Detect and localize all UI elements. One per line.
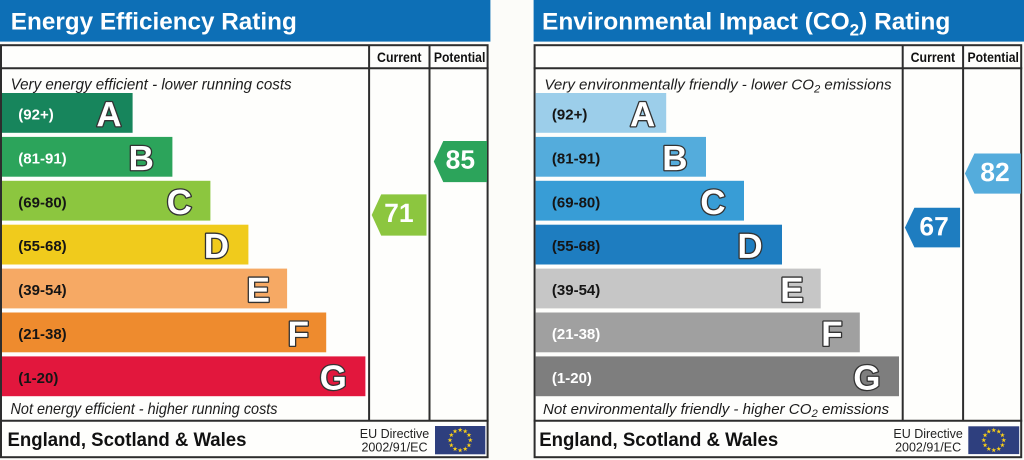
svg-text:Potential: Potential	[434, 50, 486, 65]
svg-text:Potential: Potential	[967, 50, 1019, 65]
svg-text:Environmental Impact (CO2) Rat: Environmental Impact (CO2) Rating	[542, 9, 950, 40]
svg-text:Very environmentally friendly: Very environmentally friendly - lower CO…	[544, 76, 892, 95]
svg-text:(21-38): (21-38)	[552, 326, 600, 343]
svg-text:(55-68): (55-68)	[18, 238, 66, 255]
svg-text:(55-68): (55-68)	[552, 238, 600, 255]
svg-text:2002/91/EC: 2002/91/EC	[361, 441, 427, 455]
svg-text:(81-91): (81-91)	[18, 150, 66, 167]
svg-text:(69-80): (69-80)	[18, 194, 66, 211]
svg-text:EU Directive: EU Directive	[893, 427, 963, 441]
svg-text:Not environmentally friendly -: Not environmentally friendly - higher CO…	[543, 401, 890, 420]
svg-text:(21-38): (21-38)	[18, 326, 66, 343]
svg-text:(92+): (92+)	[552, 107, 587, 124]
svg-text:(1-20): (1-20)	[552, 370, 592, 387]
svg-text:Current: Current	[911, 50, 956, 65]
svg-text:Very energy efficient - lower: Very energy efficient - lower running co…	[11, 76, 292, 93]
svg-text:(81-91): (81-91)	[552, 150, 600, 167]
svg-text:2002/91/EC: 2002/91/EC	[895, 441, 961, 455]
svg-text:(39-54): (39-54)	[552, 282, 600, 299]
svg-text:EU Directive: EU Directive	[360, 427, 430, 441]
svg-text:(39-54): (39-54)	[18, 282, 66, 299]
svg-text:Not energy efficient - higher: Not energy efficient - higher running co…	[11, 401, 278, 418]
svg-text:(92+): (92+)	[18, 107, 53, 124]
svg-text:England, Scotland & Wales: England, Scotland & Wales	[8, 430, 247, 451]
svg-text:(69-80): (69-80)	[552, 194, 600, 211]
svg-text:(1-20): (1-20)	[18, 370, 58, 387]
svg-text:Energy Efficiency Rating: Energy Efficiency Rating	[11, 9, 297, 36]
svg-text:England, Scotland & Wales: England, Scotland & Wales	[539, 430, 778, 451]
svg-text:Current: Current	[377, 50, 422, 65]
